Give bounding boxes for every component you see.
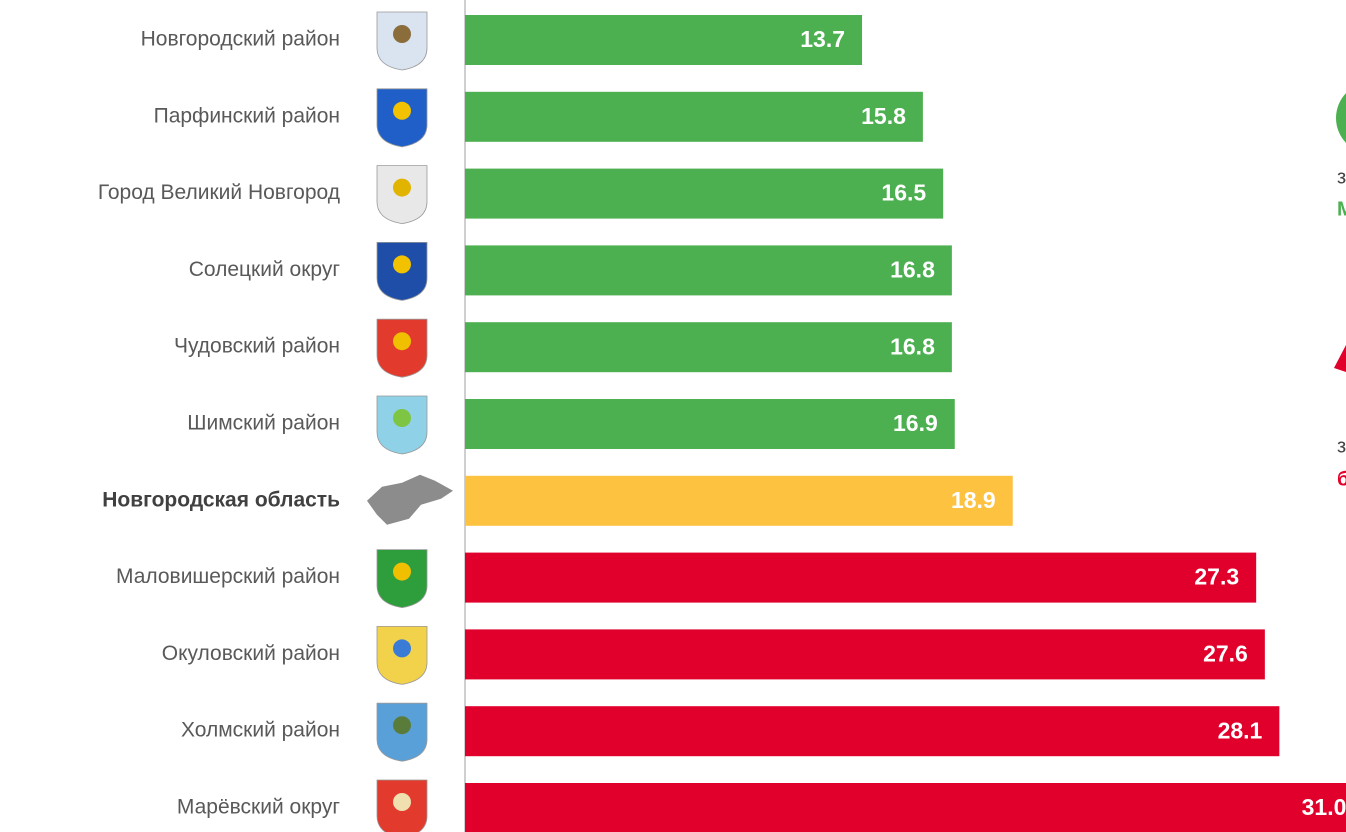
- bar: [465, 245, 952, 296]
- bar: [465, 91, 923, 142]
- bar: [465, 168, 944, 219]
- value-label: 16.8: [890, 256, 935, 282]
- category-label: Город Великий Новгород: [98, 181, 340, 204]
- bar: [465, 399, 955, 449]
- bar: [465, 475, 1013, 526]
- bar: [465, 552, 1257, 603]
- value-label: 27.6: [1203, 640, 1248, 666]
- category-label: Марёвский округ: [177, 796, 340, 819]
- value-label: 27.3: [1194, 564, 1239, 590]
- value-label: 18.9: [951, 487, 996, 513]
- category-label: Маловишерский район: [116, 565, 340, 588]
- emblem-detail: [393, 178, 411, 197]
- value-label: 16.9: [893, 410, 938, 436]
- region-map: [367, 474, 453, 525]
- category-label: Холмский район: [181, 719, 340, 742]
- annotation: з: [1337, 166, 1346, 188]
- category-label: Новгородская область: [102, 488, 340, 511]
- emblem-detail: [393, 409, 411, 427]
- category-label: Чудовский район: [174, 335, 340, 358]
- decor-arrow: [1334, 345, 1346, 372]
- category-label: Шимский район: [187, 412, 340, 435]
- bar: [465, 15, 863, 65]
- emblem-detail: [393, 716, 411, 735]
- emblem-detail: [393, 255, 411, 274]
- annotation: М: [1337, 198, 1346, 220]
- bar: [465, 629, 1265, 680]
- annotation: з: [1337, 435, 1346, 457]
- emblem-detail: [393, 562, 411, 581]
- category-label: Новгородский район: [141, 28, 340, 51]
- category-label: Парфинский район: [154, 104, 340, 127]
- emblem-detail: [393, 793, 411, 811]
- category-label: Солецкий округ: [189, 258, 341, 281]
- emblem-detail: [393, 639, 411, 658]
- value-label: 16.5: [881, 180, 926, 206]
- value-label: 16.8: [890, 333, 935, 359]
- emblem-detail: [393, 332, 411, 351]
- bar: [465, 783, 1346, 832]
- bar: [465, 322, 952, 373]
- value-label: 31.0: [1302, 794, 1346, 820]
- value-label: 28.1: [1218, 717, 1263, 743]
- emblem-detail: [393, 101, 411, 120]
- category-label: Окуловский район: [162, 642, 340, 665]
- bar: [465, 706, 1280, 757]
- annotation: б: [1337, 468, 1346, 490]
- value-label: 13.7: [800, 26, 845, 52]
- decor-circle: [1336, 93, 1346, 143]
- emblem-detail: [393, 25, 411, 43]
- value-label: 15.8: [861, 103, 906, 129]
